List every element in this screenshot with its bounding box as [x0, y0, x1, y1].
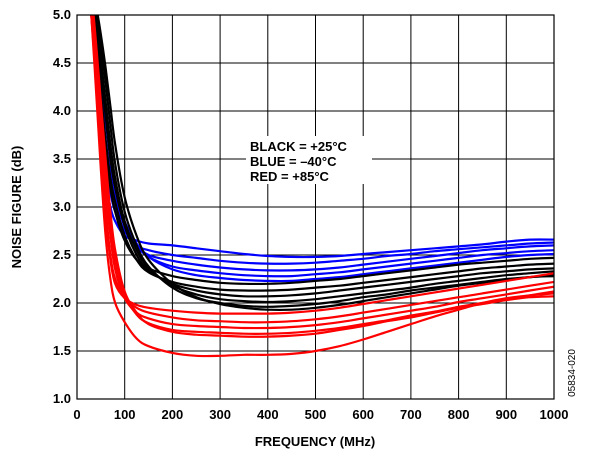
- series-line-red-13: [91, 15, 554, 330]
- y-tick-label-6: 4.0: [53, 103, 71, 118]
- x-tick-label-10: 1000: [540, 407, 569, 422]
- legend-box: [246, 136, 372, 184]
- y-tick-label-3: 2.5: [53, 247, 71, 262]
- series-line-blue-2: [91, 15, 554, 272]
- x-axis-title: FREQUENCY (MHz): [255, 434, 375, 449]
- grid-lines: [76, 14, 555, 400]
- series-line-blue-0: [90, 15, 554, 259]
- legend-blue: BLUE = –40°C: [250, 154, 337, 169]
- x-tick-label-3: 300: [209, 407, 231, 422]
- y-tick-label-4: 3.0: [53, 199, 71, 214]
- x-tick-label-9: 900: [495, 407, 517, 422]
- x-tick-label-5: 500: [305, 407, 327, 422]
- x-tick-label-4: 400: [257, 407, 279, 422]
- series-line-blue-1: [90, 15, 554, 265]
- series-line-red-12: [90, 15, 554, 324]
- series-line-red-15: [92, 15, 554, 338]
- y-axis-title: NOISE FIGURE (dB): [9, 146, 24, 269]
- y-tick-label-8: 5.0: [53, 7, 71, 22]
- x-tick-label-0: 0: [73, 407, 80, 422]
- plot-frame: [76, 14, 555, 400]
- series-line-black-7: [93, 15, 554, 298]
- y-tick-label-7: 4.5: [53, 55, 71, 70]
- x-tick-label-8: 800: [448, 407, 470, 422]
- y-tick-label-5: 3.5: [53, 151, 71, 166]
- y-tick-label-1: 1.5: [53, 343, 71, 358]
- legend-black: BLACK = +25°C: [250, 139, 348, 154]
- series-line-black-10: [96, 15, 554, 312]
- figure-id: 05834-020: [567, 349, 578, 397]
- x-tick-label-7: 700: [400, 407, 422, 422]
- x-tick-label-2: 200: [162, 407, 184, 422]
- y-tick-labels: 1.0 1.5 2.0 2.5 3.0 3.5 4.0 4.5 5.0: [53, 7, 71, 406]
- x-tick-label-6: 600: [352, 407, 374, 422]
- x-tick-labels: 0 100 200 300 400 500 600 700 800 900 1000: [73, 407, 568, 422]
- y-tick-label-0: 1.0: [53, 391, 71, 406]
- series-line-red-16: [90, 15, 554, 358]
- series-line-black-8: [94, 15, 554, 304]
- legend-red: RED = +85°C: [250, 169, 330, 184]
- series-line-black-5: [91, 15, 554, 286]
- y-tick-label-2: 2.0: [53, 295, 71, 310]
- series-line-black-9: [95, 15, 554, 308]
- legend: BLACK = +25°C BLUE = –40°C RED = +85°C: [246, 136, 372, 184]
- x-tick-label-1: 100: [114, 407, 136, 422]
- series-layer: [90, 15, 554, 358]
- series-line-black-6: [92, 15, 554, 292]
